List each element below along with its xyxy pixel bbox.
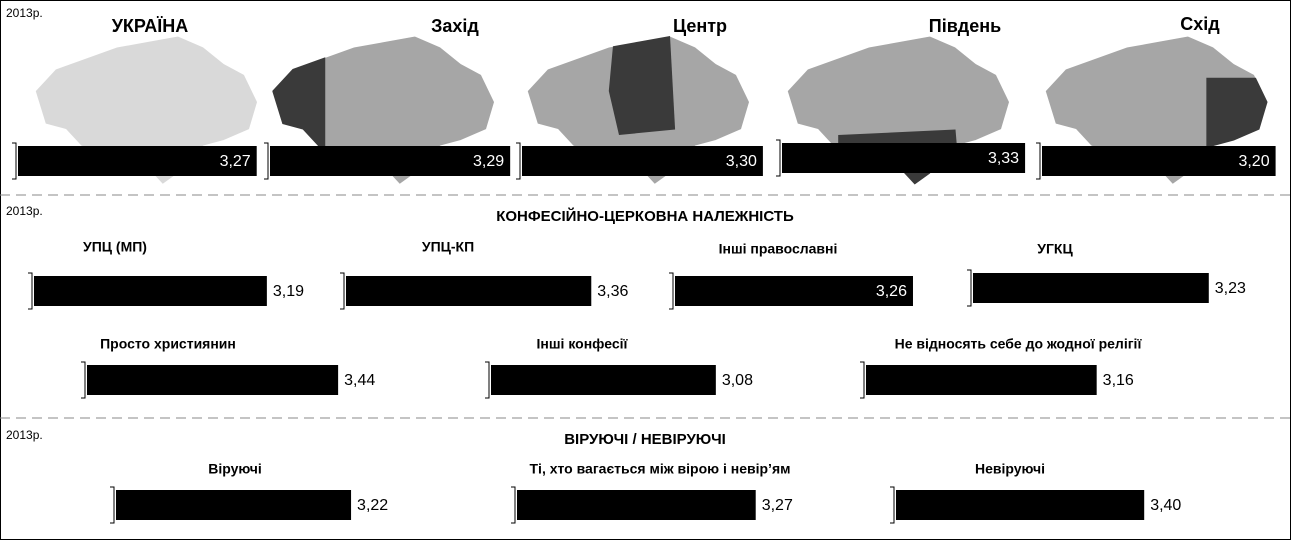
bracket [485,361,490,399]
bracket [340,272,345,310]
value-label: 3,26 [876,283,907,300]
value-label: 3,44 [344,372,375,389]
value-label: 3,16 [1103,372,1134,389]
bar [87,365,339,395]
value-label: 3,33 [988,150,1019,167]
group-name: Захід [431,16,479,36]
group-name: Південь [929,16,1001,36]
bar [1042,146,1276,176]
value-label: 3,22 [357,497,388,514]
group-name: Інші православні [719,241,838,257]
bar [270,146,511,176]
group-name: Ті, хто вагається між вірою і невір’ям [530,461,791,477]
bracket [860,361,865,399]
bar [866,365,1097,395]
group-name: УПЦ (МП) [83,239,147,255]
bar [522,146,763,176]
group-name: Просто християнин [100,336,236,352]
value-label: 3,19 [273,283,304,300]
value-label: 3,27 [220,153,251,170]
bracket [669,272,674,310]
bracket [890,486,895,524]
value-label: 3,40 [1150,497,1181,514]
bracket [511,486,516,524]
bar [18,146,257,176]
group-name: УПЦ-КП [422,239,474,255]
bracket [967,269,972,307]
value-label: 3,29 [473,153,504,170]
value-label: 3,08 [722,372,753,389]
section-title: КОНФЕСІЙНО-ЦЕРКОВНА НАЛЕЖНІСТЬ [496,207,794,225]
bar [517,490,756,520]
group-name: УКРАЇНА [112,16,189,36]
group-name: УГКЦ [1037,241,1073,257]
value-label: 3,20 [1238,153,1269,170]
bracket [110,486,115,524]
bar [346,276,592,306]
bracket [776,139,781,177]
bar [34,276,267,306]
year: 2013р. [6,428,43,442]
group-name: Інші конфесії [537,336,629,352]
bar [973,273,1209,303]
group-name: Віруючі [208,461,262,477]
bracket [81,361,86,399]
group-name: Невіруючі [975,461,1045,477]
bar [675,276,913,306]
bracket [28,272,33,310]
year: 2013р. [6,204,43,218]
map [526,35,751,186]
bar [782,143,1026,173]
group-name: Схід [1180,14,1220,34]
bar [116,490,352,520]
map [1044,35,1269,186]
value-label: 3,36 [597,283,628,300]
group-name: Центр [673,16,727,36]
bracket [1036,142,1041,180]
bar [896,490,1145,520]
value-label: 3,23 [1215,280,1246,297]
bracket [12,142,17,180]
value-label: 3,27 [762,497,793,514]
year: 2013р. [6,6,43,20]
bracket [264,142,269,180]
bar [491,365,716,395]
bracket [516,142,521,180]
section-title: ВІРУЮЧІ / НЕВІРУЮЧІ [564,431,726,448]
value-label: 3,30 [726,153,757,170]
group-name: Не відносять себе до жодної релігії [895,336,1143,352]
